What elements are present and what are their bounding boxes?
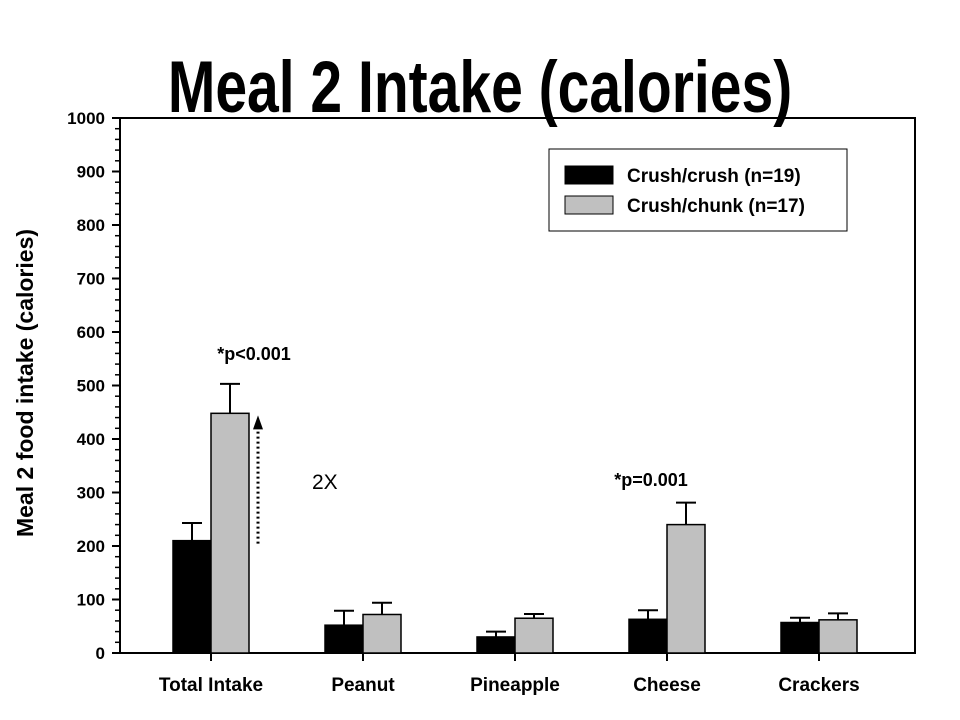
annotation-2x: 2X (312, 471, 338, 494)
chart-title: Meal 2 Intake (calories) (168, 46, 792, 127)
y-tick-label: 300 (77, 484, 105, 503)
legend: Crush/crush (n=19) Crush/chunk (n=17) (548, 148, 848, 232)
y-tick-label: 900 (77, 163, 105, 182)
y-tick-label: 200 (77, 537, 105, 556)
y-tick-label: 100 (77, 591, 105, 610)
annotation-total-significance: *p<0.001 (217, 344, 291, 364)
bar-peanut-crush-chunk-n-17 (362, 613, 402, 654)
annotation-cheese-significance: *p=0.001 (614, 470, 688, 490)
y-tick-label: 500 (77, 377, 105, 396)
y-tick-label: 700 (77, 270, 105, 289)
x-tick-label-crackers: Crackers (778, 675, 859, 696)
bar-pineapple-crush-chunk-n-17 (514, 617, 554, 654)
bar-peanut-crush-crush-n-19 (324, 624, 364, 654)
y-tick-label: 800 (77, 216, 105, 235)
y-tick-label: 600 (77, 323, 105, 342)
chart-marks: 0 100 200 300 400 500 600 700 800 900 1000 Total In… (67, 109, 860, 696)
bar-total-intake-crush-chunk-n-17 (210, 412, 250, 654)
y-tick-label: 1000 (67, 109, 105, 128)
y-tick-label: 400 (77, 430, 105, 449)
bar-total-intake-crush-crush-n-19 (172, 539, 212, 654)
bar-crackers-crush-crush-n-19 (780, 621, 820, 654)
bar-cheese-crush-chunk-n-17 (666, 523, 706, 654)
bar-crackers-crush-chunk-n-17 (818, 619, 858, 654)
x-tick-label-cheese: Cheese (633, 675, 701, 696)
x-tick-label-total-intake: Total Intake (159, 675, 263, 696)
legend-swatch-crush-chunk (564, 195, 614, 215)
fold-change-arrow-head (253, 415, 263, 430)
legend-label-crush-crush: Crush/crush (n=19) (627, 166, 801, 187)
y-tick-label: 0 (96, 644, 105, 663)
legend-label-crush-chunk: Crush/chunk (n=17) (627, 196, 805, 217)
legend-box (548, 148, 848, 232)
x-tick-label-peanut: Peanut (331, 675, 395, 696)
x-tick-label-pineapple: Pineapple (470, 675, 560, 696)
y-axis-label: Meal 2 food intake (calories) (12, 229, 38, 537)
bar-cheese-crush-crush-n-19 (628, 618, 668, 654)
legend-swatch-crush-crush (564, 165, 614, 185)
bar-pineapple-crush-crush-n-19 (476, 636, 516, 654)
